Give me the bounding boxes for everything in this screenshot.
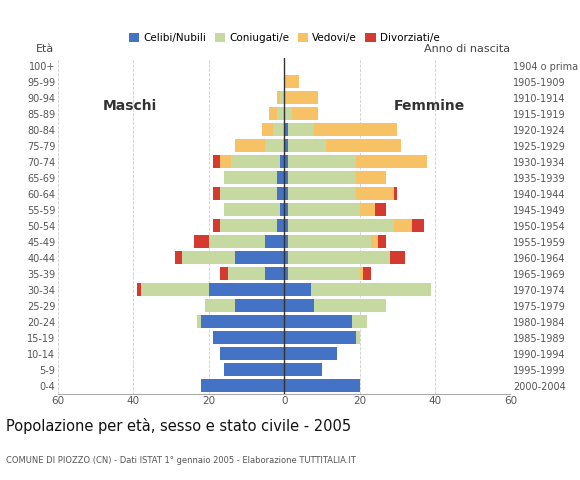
Bar: [284, 251, 288, 264]
Bar: [284, 283, 310, 296]
Bar: [393, 219, 412, 232]
Bar: [212, 155, 220, 168]
Bar: [288, 139, 325, 152]
Bar: [284, 107, 292, 120]
Bar: [284, 139, 288, 152]
Bar: [288, 235, 371, 248]
Bar: [288, 203, 360, 216]
Bar: [284, 219, 288, 232]
Bar: [201, 315, 284, 328]
Bar: [288, 171, 356, 184]
Bar: [280, 203, 284, 216]
Bar: [280, 91, 284, 104]
Bar: [231, 155, 280, 168]
Bar: [356, 155, 427, 168]
Bar: [197, 315, 201, 328]
Bar: [212, 219, 220, 232]
Bar: [227, 267, 265, 280]
Bar: [284, 235, 288, 248]
Bar: [378, 235, 386, 248]
Bar: [352, 315, 367, 328]
Bar: [288, 267, 360, 280]
Bar: [284, 267, 288, 280]
Bar: [277, 219, 284, 232]
Text: COMUNE DI PIOZZO (CN) - Dati ISTAT 1° gennaio 2005 - Elaborazione TUTTITALIA.IT: COMUNE DI PIOZZO (CN) - Dati ISTAT 1° ge…: [6, 456, 356, 465]
Bar: [288, 155, 356, 168]
Bar: [280, 155, 284, 168]
Bar: [284, 379, 360, 392]
Bar: [194, 235, 209, 248]
Bar: [371, 235, 378, 248]
Bar: [182, 251, 235, 264]
Bar: [284, 171, 288, 184]
Bar: [356, 187, 393, 200]
Bar: [284, 203, 288, 216]
Bar: [262, 123, 273, 136]
Bar: [288, 219, 393, 232]
Bar: [284, 299, 314, 312]
Bar: [277, 171, 284, 184]
Bar: [209, 235, 265, 248]
Bar: [393, 187, 397, 200]
Bar: [363, 267, 371, 280]
Bar: [175, 251, 182, 264]
Text: Età: Età: [35, 45, 53, 54]
Bar: [325, 139, 401, 152]
Bar: [314, 123, 397, 136]
Text: Maschi: Maschi: [103, 98, 158, 113]
Bar: [235, 139, 265, 152]
Bar: [220, 347, 284, 360]
Bar: [265, 267, 284, 280]
Bar: [220, 187, 277, 200]
Bar: [220, 155, 231, 168]
Bar: [284, 331, 356, 344]
Bar: [288, 187, 356, 200]
Bar: [284, 315, 352, 328]
Bar: [277, 107, 284, 120]
Bar: [310, 283, 431, 296]
Bar: [356, 171, 386, 184]
Bar: [288, 251, 390, 264]
Bar: [224, 171, 277, 184]
Bar: [356, 331, 360, 344]
Bar: [235, 299, 284, 312]
Bar: [212, 187, 220, 200]
Bar: [284, 91, 318, 104]
Bar: [288, 123, 314, 136]
Bar: [269, 107, 277, 120]
Legend: Celibi/Nubili, Coniugati/e, Vedovi/e, Divorziati/e: Celibi/Nubili, Coniugati/e, Vedovi/e, Di…: [125, 29, 444, 48]
Bar: [292, 107, 318, 120]
Text: Popolazione per età, sesso e stato civile - 2005: Popolazione per età, sesso e stato civil…: [6, 418, 351, 433]
Bar: [284, 363, 322, 376]
Bar: [284, 155, 288, 168]
Bar: [265, 235, 284, 248]
Text: Anno di nascita: Anno di nascita: [425, 44, 510, 54]
Bar: [209, 283, 284, 296]
Bar: [220, 267, 227, 280]
Bar: [235, 251, 284, 264]
Bar: [205, 299, 235, 312]
Bar: [220, 219, 277, 232]
Bar: [284, 123, 288, 136]
Bar: [375, 203, 386, 216]
Bar: [212, 331, 284, 344]
Text: Femmine: Femmine: [394, 98, 465, 113]
Bar: [277, 187, 284, 200]
Bar: [137, 283, 141, 296]
Bar: [314, 299, 386, 312]
Bar: [224, 363, 284, 376]
Bar: [390, 251, 405, 264]
Bar: [284, 75, 299, 88]
Bar: [360, 267, 363, 280]
Bar: [284, 187, 288, 200]
Bar: [201, 379, 284, 392]
Bar: [412, 219, 423, 232]
Bar: [224, 203, 280, 216]
Bar: [360, 203, 375, 216]
Bar: [265, 139, 284, 152]
Bar: [277, 91, 280, 104]
Bar: [273, 123, 284, 136]
Bar: [141, 283, 209, 296]
Bar: [284, 347, 337, 360]
